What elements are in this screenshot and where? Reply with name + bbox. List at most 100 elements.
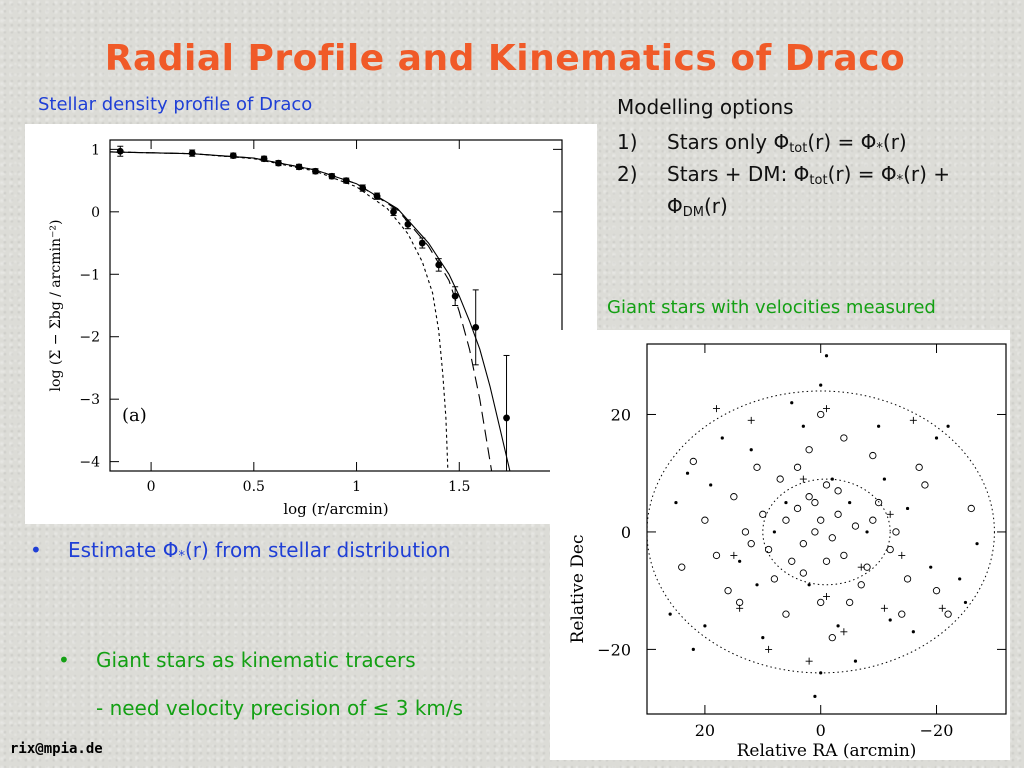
y-tick-label: 20	[611, 405, 631, 424]
data-point	[373, 192, 381, 200]
star-dot	[784, 500, 788, 505]
y-axis-label: Relative Dec	[568, 535, 588, 644]
star-circle	[944, 610, 952, 618]
data-point	[418, 239, 426, 247]
chart-background	[550, 330, 1010, 760]
modelling-options: Modelling options 1) Stars only Φtot(r) …	[617, 92, 997, 223]
star-circle	[822, 481, 831, 489]
star-circle	[967, 504, 975, 513]
star-dot	[819, 383, 823, 387]
data-point	[328, 172, 336, 180]
star-circle	[782, 516, 790, 524]
star-plus	[823, 593, 830, 601]
data-point	[116, 147, 124, 155]
star-circle	[805, 446, 813, 454]
bullet-glyph: •	[30, 538, 42, 562]
star-circle	[886, 545, 894, 554]
x-axis-label: log (r/arcmin)	[283, 500, 388, 518]
y-tick-label: −2	[79, 330, 100, 346]
chart-background	[25, 124, 597, 524]
star-circle	[851, 522, 860, 530]
star-circle	[874, 498, 883, 507]
star-dot	[929, 565, 933, 569]
model-curve-long-dash	[110, 151, 493, 471]
option-2-number: 2)	[617, 162, 638, 187]
x-tick-label: 1.5	[448, 479, 470, 495]
star-circle	[759, 510, 767, 518]
star-dot	[755, 583, 759, 587]
star-dot	[738, 559, 742, 563]
star-plus	[805, 657, 813, 665]
data-point	[312, 167, 319, 175]
star-plus	[799, 475, 807, 483]
star-circle	[828, 634, 836, 642]
data-point	[188, 149, 196, 157]
model-curve-short-dash	[110, 151, 449, 471]
star-dot	[836, 624, 840, 628]
star-dot	[790, 401, 794, 405]
star-dot	[801, 424, 805, 428]
star-circle	[892, 528, 900, 536]
star-dot	[958, 577, 962, 581]
star-plus	[857, 563, 865, 571]
star-circle	[776, 475, 784, 483]
data-point	[435, 261, 443, 269]
star-circle	[793, 504, 802, 513]
giant-stars-chart: 20 0 −20 20 0 −20 Relative RA (arcmin) Relati…	[550, 330, 1010, 760]
star-dot	[749, 448, 753, 452]
y-tick-label: 1	[91, 142, 100, 158]
star-dot	[761, 636, 765, 640]
star-plus	[880, 604, 888, 612]
star-circle	[747, 540, 755, 548]
star-dot	[668, 612, 672, 616]
star-plus	[736, 604, 744, 612]
star-dot	[888, 618, 892, 622]
star-plus	[909, 416, 917, 424]
x-tick-label: 0	[816, 721, 826, 740]
data-point	[451, 292, 459, 300]
data-point	[359, 184, 367, 192]
density-profile-caption: Stellar density profile of Draco	[38, 94, 313, 115]
star-dot	[882, 477, 887, 481]
data-point	[229, 152, 237, 160]
density-profile-chart: 00.511.5210−1−2−3−4 (a) log (r/arcmin) l…	[25, 124, 597, 524]
y-tick-label: 0	[91, 205, 100, 221]
star-circle	[724, 587, 732, 595]
star-dot	[819, 671, 823, 675]
star-circle	[921, 481, 929, 489]
star-plus	[898, 551, 906, 559]
bullet-glyph: •	[58, 648, 70, 672]
star-dot	[813, 694, 817, 698]
x-axis-label: Relative RA (arcmin)	[737, 741, 917, 760]
star-dot	[703, 624, 707, 628]
option-2: 2) Stars + DM: Φtot(r) = Φ*(r) + ΦDM(r)	[617, 159, 997, 223]
star-circle	[678, 563, 686, 571]
plot-frame	[109, 139, 563, 472]
y-tick-label: −4	[79, 455, 100, 471]
star-circle	[822, 557, 831, 565]
star-dot	[865, 530, 869, 534]
star-circle	[817, 598, 825, 607]
y-axis-label: log (Σ − Σbg / arcmin⁻²)	[48, 220, 64, 392]
star-dot	[975, 542, 979, 546]
star-dot	[691, 647, 695, 651]
star-plus	[747, 416, 755, 424]
star-circle	[898, 610, 906, 618]
star-dot	[848, 500, 852, 505]
star-circle	[869, 516, 877, 524]
star-circle	[741, 528, 750, 536]
star-dot	[963, 600, 968, 605]
star-dot	[877, 424, 881, 428]
bullet-giant-stars: • Giant stars as kinematic tracers	[58, 648, 416, 672]
y-tick-label: −20	[597, 640, 631, 659]
star-circle	[753, 463, 761, 471]
star-plus	[712, 405, 720, 413]
x-tick-label: 0	[147, 479, 156, 495]
star-circle	[840, 551, 848, 560]
x-tick-label: −20	[920, 721, 954, 740]
bullet-velocity-precision: - need velocity precision of ≤ 3 km/s	[96, 696, 464, 720]
data-point	[342, 177, 350, 184]
star-circle	[932, 587, 941, 595]
y-tick-label: 0	[621, 523, 631, 542]
data-point	[404, 220, 412, 228]
